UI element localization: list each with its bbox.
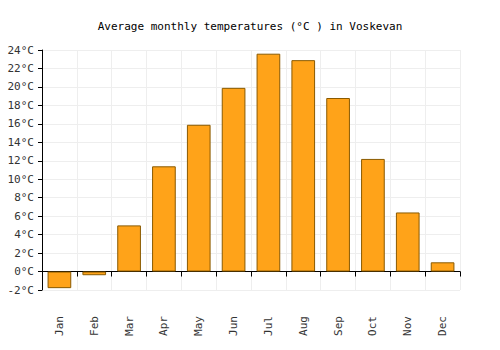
svg-text:20°C: 20°C: [8, 80, 35, 93]
svg-text:Oct: Oct: [366, 316, 379, 336]
svg-text:4°C: 4°C: [14, 228, 34, 241]
svg-text:Nov: Nov: [401, 316, 414, 336]
svg-text:Jun: Jun: [227, 316, 240, 336]
svg-text:8°C: 8°C: [14, 191, 34, 204]
svg-text:12°C: 12°C: [8, 154, 35, 167]
svg-text:22°C: 22°C: [8, 62, 35, 75]
svg-text:Dec: Dec: [436, 316, 449, 336]
svg-text:16°C: 16°C: [8, 117, 35, 130]
svg-text:14°C: 14°C: [8, 136, 35, 149]
svg-text:May: May: [192, 316, 205, 336]
svg-text:Feb: Feb: [88, 316, 101, 336]
svg-text:2°C: 2°C: [14, 247, 34, 260]
svg-text:6°C: 6°C: [14, 210, 34, 223]
svg-text:0°C: 0°C: [14, 265, 34, 278]
svg-text:-2°C: -2°C: [8, 284, 35, 297]
svg-text:Aug: Aug: [297, 316, 310, 336]
svg-text:18°C: 18°C: [8, 99, 35, 112]
svg-text:10°C: 10°C: [8, 173, 35, 186]
svg-text:Jan: Jan: [53, 316, 66, 336]
svg-text:24°C: 24°C: [8, 44, 35, 57]
svg-text:Average monthly temperatures (: Average monthly temperatures (°C ) in Vo…: [98, 20, 403, 33]
svg-text:Jul: Jul: [262, 316, 275, 336]
svg-text:Apr: Apr: [157, 316, 170, 336]
svg-text:Sep: Sep: [332, 316, 345, 336]
svg-text:Mar: Mar: [123, 316, 136, 336]
